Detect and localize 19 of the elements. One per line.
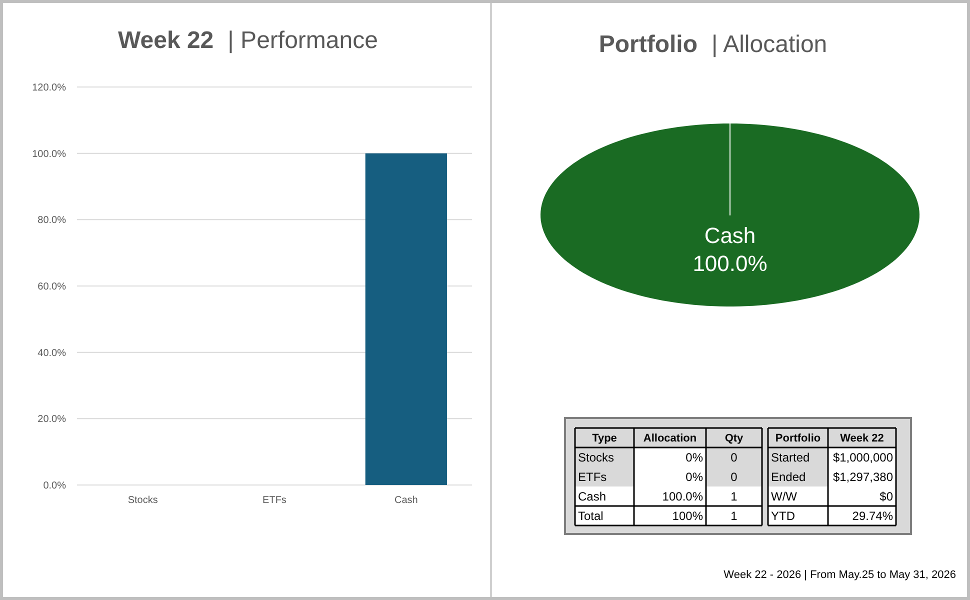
- y-tick-label: 60.0%: [38, 282, 66, 292]
- chart-subtitle: | Allocation: [712, 31, 828, 58]
- chart-title: Portfolio: [598, 31, 698, 58]
- y-tick-label: 40.0%: [38, 348, 66, 359]
- y-tick-label: 100.0%: [32, 148, 66, 160]
- x-tick-label: ETFs: [262, 495, 286, 506]
- y-tick-label: 20.0%: [38, 414, 66, 426]
- y-tick-label: 120.0%: [32, 82, 66, 94]
- x-tick-label: Cash: [394, 495, 418, 506]
- table: Portfolio Week 22 Started $1,000,000 Ended $1,297,380 W/W $0 YTD 29.74%: [767, 427, 897, 526]
- chart-subtitle: | Performance: [228, 27, 378, 54]
- y-tick-label: 80.0%: [38, 215, 66, 226]
- slice-label: Cash: [704, 223, 756, 248]
- chart-title: Week 22: [118, 27, 214, 54]
- text: Week 22 - 2026 | From May.25 to May 31, 2026: [724, 569, 956, 581]
- table: Type Allocation Qty Stocks 0% 0 ETFs 0% 0 Cash 100.0% 1 Total 100% 1: [574, 427, 763, 526]
- x-tick-label: Stocks: [128, 495, 158, 506]
- y-tick-label: 0.0%: [43, 480, 66, 492]
- data-label: 100.0%: [692, 251, 768, 276]
